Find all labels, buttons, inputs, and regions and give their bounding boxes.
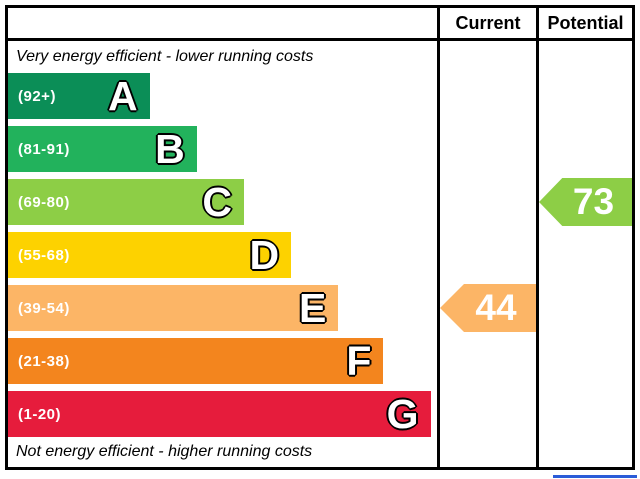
rating-band-g: (1-20) G (8, 391, 431, 437)
rating-value: 44 (475, 287, 517, 328)
rating-band-f: (21-38) F (8, 338, 384, 384)
band-range-label: (55-68) (18, 246, 70, 264)
potential-rating-arrow: 73 (539, 178, 632, 226)
rating-band-d: (55-68) D (8, 232, 292, 278)
band-range-label: (81-91) (18, 140, 70, 158)
caption-not-efficient: Not energy efficient - higher running co… (16, 443, 313, 460)
current-column: 44 (437, 41, 536, 467)
rating-bands: (92+) A (81-91) B (69-80) C (55-68) D (3… (8, 73, 437, 437)
band-letter: C (202, 179, 232, 225)
header-spacer (8, 8, 437, 41)
cut-off-blue-strip (553, 475, 637, 478)
band-letter: F (346, 338, 372, 384)
current-rating-arrow: 44 (440, 284, 536, 332)
caption-efficient: Very energy efficient - lower running co… (16, 48, 314, 65)
band-range-label: (1-20) (18, 405, 62, 423)
band-range-label: (92+) (18, 87, 56, 105)
rating-value: 73 (572, 181, 615, 222)
header-potential: Potential (536, 8, 632, 41)
rating-band-c: (69-80) C (8, 179, 244, 225)
rating-band-a: (92+) A (8, 73, 150, 119)
band-range-label: (39-54) (18, 299, 70, 317)
rating-band-b: (81-91) B (8, 126, 197, 172)
band-letter: E (298, 285, 327, 331)
potential-column: 73 (536, 41, 632, 467)
band-range-label: (21-38) (18, 352, 70, 370)
band-letter: A (107, 73, 138, 119)
rating-band-e: (39-54) E (8, 285, 339, 331)
rating-bands-area: Very energy efficient - lower running co… (8, 41, 437, 467)
header-current: Current (437, 8, 536, 41)
band-range-label: (69-80) (18, 193, 70, 211)
band-letter: G (386, 391, 419, 437)
epc-rating-table: Current Potential Very energy efficient … (5, 5, 635, 470)
band-letter: B (155, 126, 185, 172)
band-letter: D (249, 232, 280, 278)
